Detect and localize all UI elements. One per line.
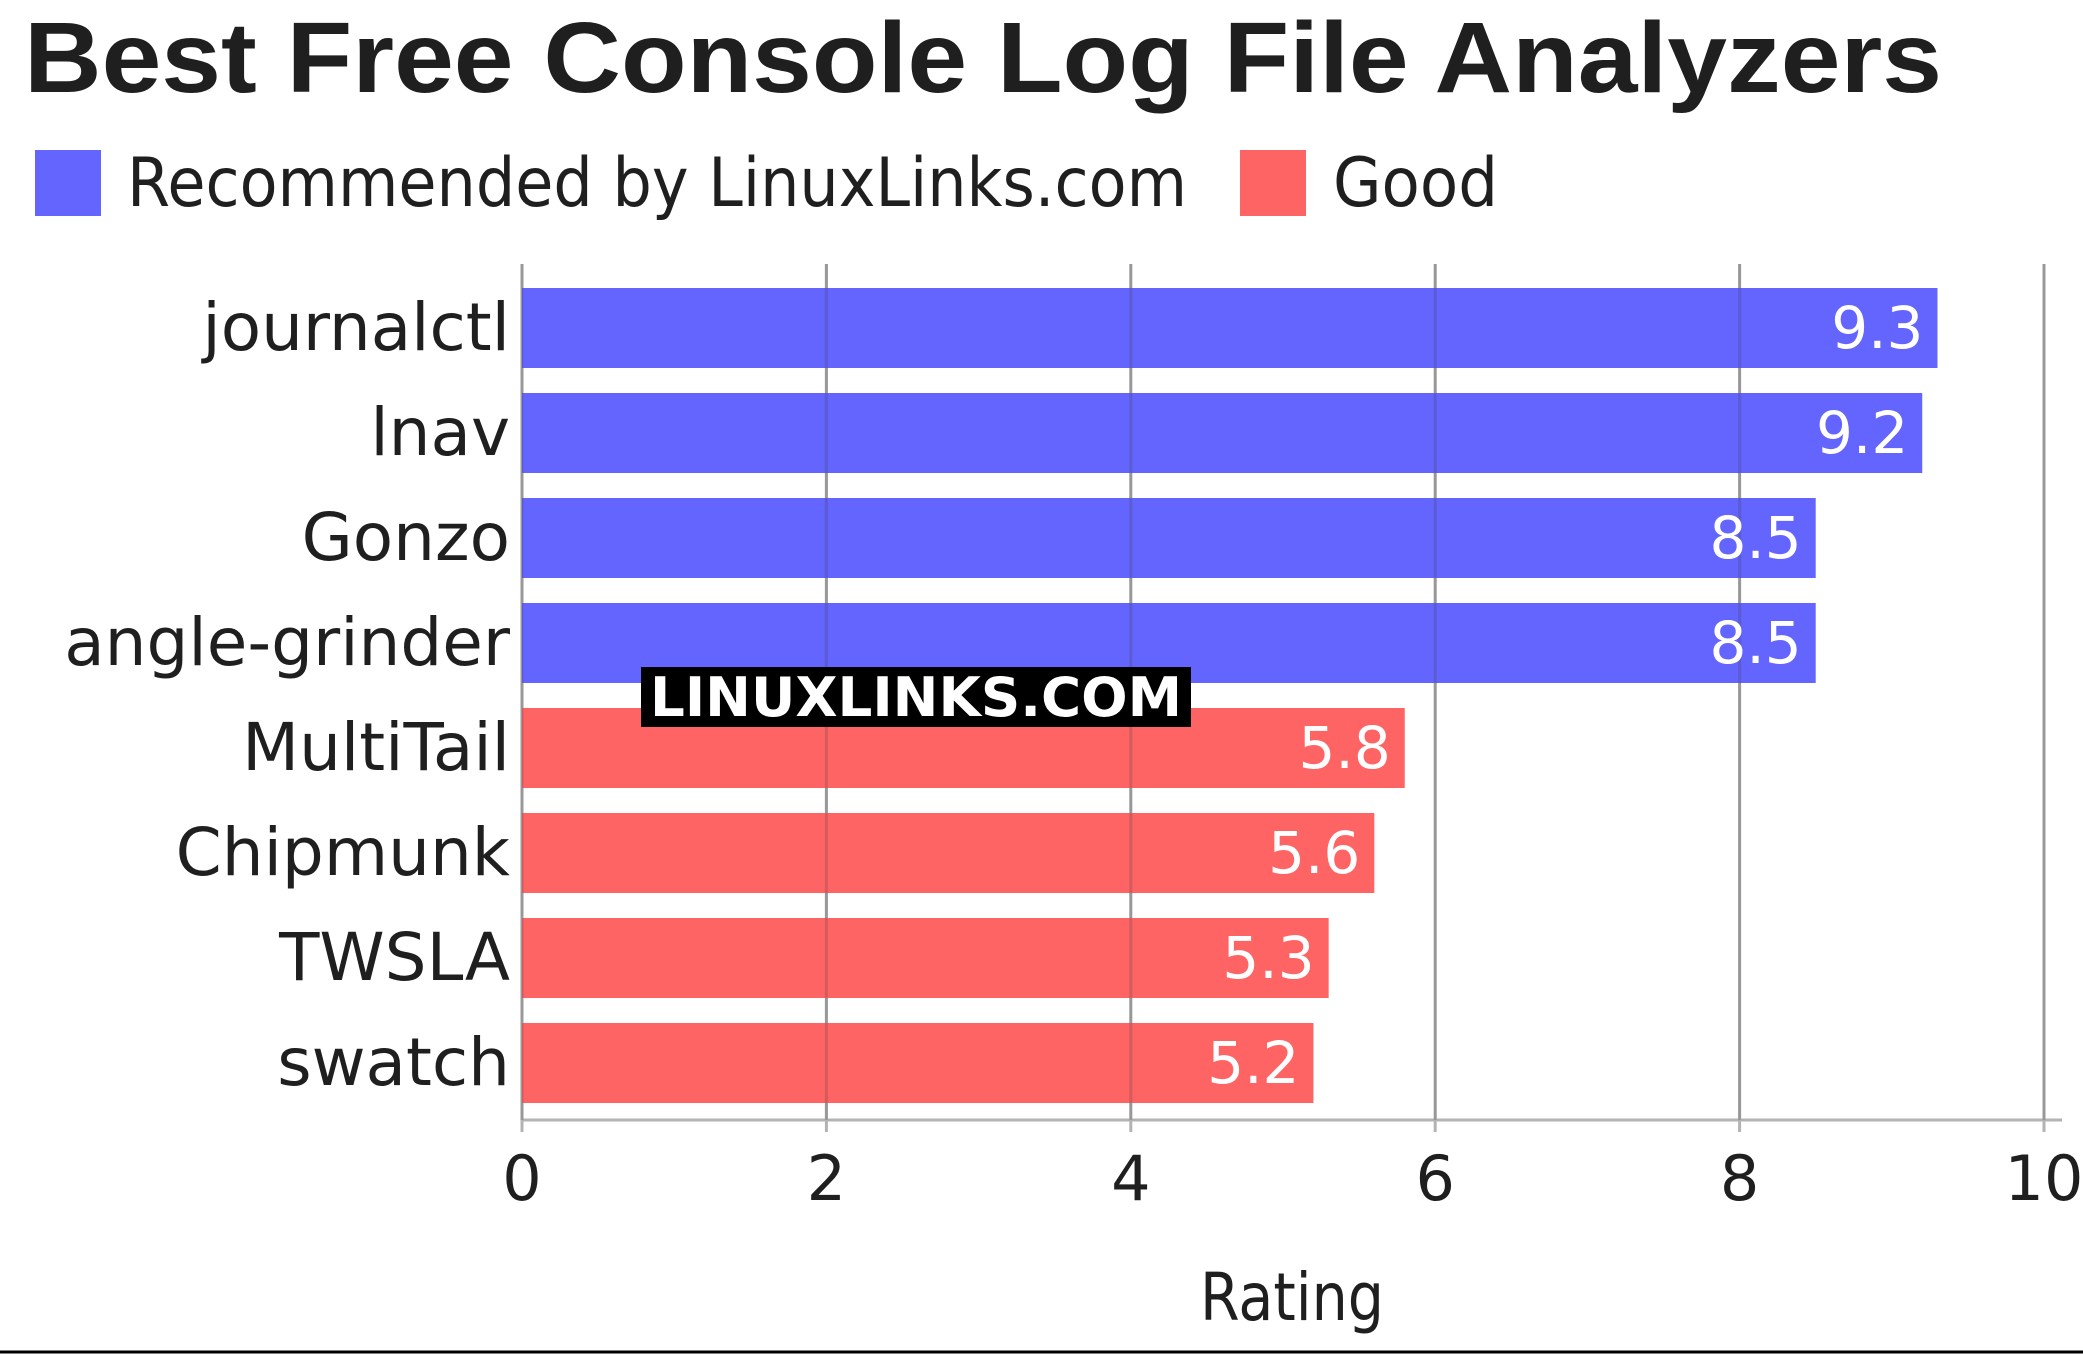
value-label-multitail: 5.8 <box>1299 714 1391 782</box>
bar-lnav <box>522 393 1923 473</box>
value-label-chipmunk: 5.6 <box>1268 819 1360 887</box>
value-labels: 9.39.28.58.55.85.65.35.2 <box>1207 294 1923 1097</box>
tick-label-0: 0 <box>502 1142 541 1215</box>
category-label-twsla: TWSLA <box>278 919 510 996</box>
value-label-lnav: 9.2 <box>1816 399 1908 467</box>
x-axis-title: Rating <box>1200 1259 1384 1336</box>
tick-label-6: 6 <box>1415 1142 1454 1215</box>
tick-label-8: 8 <box>1720 1142 1759 1215</box>
legend-label-recommended: Recommended by LinuxLinks.com <box>127 144 1187 223</box>
category-label-gonzo: Gonzo <box>302 499 510 576</box>
x-axis-ticks: 0 2 4 6 8 10 <box>502 1120 2083 1215</box>
value-label-journalctl: 9.3 <box>1831 294 1923 362</box>
value-label-swatch: 5.2 <box>1207 1029 1299 1097</box>
tick-label-10: 10 <box>2005 1142 2083 1215</box>
watermark-background <box>641 667 1191 727</box>
legend: Recommended by LinuxLinks.com Good <box>35 144 1498 223</box>
chart-title: Best Free Console Log File Analyzers <box>24 2 1942 114</box>
bar-gonzo <box>522 498 1816 578</box>
value-label-angle-grinder: 8.5 <box>1709 609 1801 677</box>
bar-journalctl <box>522 288 1938 368</box>
category-label-swatch: swatch <box>277 1024 510 1101</box>
category-label-multitail: MultiTail <box>242 709 510 786</box>
category-label-journalctl: journalctl <box>200 289 510 366</box>
bar-swatch <box>522 1023 1314 1103</box>
legend-swatch-recommended <box>35 150 101 216</box>
watermark: LINUXLINKS.COM <box>641 666 1191 729</box>
watermark-text: LINUXLINKS.COM <box>650 666 1182 729</box>
bar-twsla <box>522 918 1329 998</box>
category-labels: journalctl lnav Gonzo angle-grinder MultiTai… <box>64 289 511 1101</box>
bars <box>522 288 1938 1103</box>
category-label-lnav: lnav <box>370 394 510 471</box>
legend-label-good: Good <box>1333 144 1498 223</box>
tick-label-2: 2 <box>807 1142 846 1215</box>
tick-label-4: 4 <box>1111 1142 1150 1215</box>
legend-swatch-good <box>1240 150 1306 216</box>
category-label-angle-grinder: angle-grinder <box>64 604 511 681</box>
value-label-gonzo: 8.5 <box>1709 504 1801 572</box>
category-label-chipmunk: Chipmunk <box>176 814 511 891</box>
bar-chipmunk <box>522 813 1375 893</box>
value-label-twsla: 5.3 <box>1222 924 1314 992</box>
